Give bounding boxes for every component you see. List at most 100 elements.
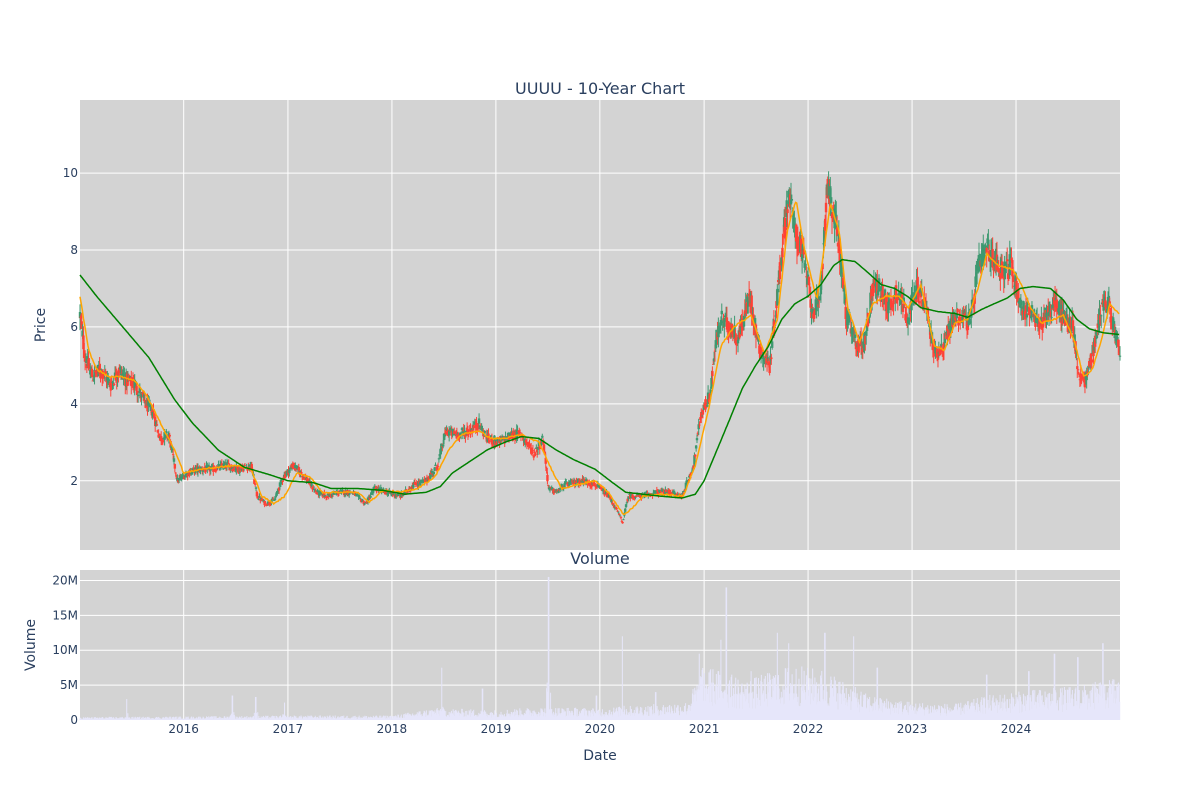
volume-bar xyxy=(521,715,523,720)
volume-bar xyxy=(871,711,873,720)
volume-bar xyxy=(738,687,740,720)
volume-bar xyxy=(972,705,974,720)
volume-bar xyxy=(617,707,619,720)
volume-bar xyxy=(459,712,461,720)
volume-bar xyxy=(214,716,216,720)
volume-bar xyxy=(133,718,135,720)
volume-bar xyxy=(1025,696,1027,720)
candle xyxy=(256,493,259,499)
volume-bar xyxy=(720,639,722,720)
volume-bar xyxy=(80,717,82,720)
volume-bar xyxy=(522,714,524,720)
volume-bar xyxy=(437,713,439,720)
volume-bar xyxy=(700,679,702,720)
volume-bar xyxy=(110,716,112,720)
volume-bar xyxy=(932,709,934,720)
volume-bar xyxy=(452,713,454,720)
volume-bar xyxy=(397,714,399,720)
volume-bar xyxy=(762,694,764,720)
volume-bar xyxy=(177,718,179,720)
volume-bar xyxy=(206,718,208,720)
volume-bar xyxy=(1043,705,1045,720)
volume-bar xyxy=(230,714,232,720)
volume-bar xyxy=(112,718,114,720)
volume-bar xyxy=(385,715,387,720)
volume-bar xyxy=(336,718,338,720)
volume-bar xyxy=(299,717,301,720)
volume-bar xyxy=(611,716,613,720)
volume-bar xyxy=(393,717,395,720)
volume-bar xyxy=(547,691,549,720)
volume-bar xyxy=(201,718,203,720)
volume-bar xyxy=(590,712,592,720)
volume-bar xyxy=(683,705,685,720)
volume-bar xyxy=(403,714,405,720)
candle xyxy=(264,501,267,504)
volume-bar xyxy=(663,707,665,720)
volume-bar xyxy=(494,714,496,720)
volume-bar xyxy=(180,717,182,720)
volume-bar xyxy=(331,718,333,720)
candle xyxy=(171,446,174,453)
volume-bar xyxy=(978,706,980,720)
volume-bar xyxy=(1022,693,1024,720)
volume-bar xyxy=(571,710,573,720)
volume-bar xyxy=(792,699,794,720)
volume-bar xyxy=(136,717,138,720)
volume-bar xyxy=(160,719,162,720)
volume-bar xyxy=(1034,701,1036,720)
volume-bar xyxy=(363,717,365,720)
volume-bar xyxy=(607,716,609,720)
volume-bar xyxy=(669,713,671,720)
volume-bar xyxy=(269,717,271,720)
volume-bar xyxy=(386,718,388,720)
volume-bar xyxy=(839,681,841,720)
volume-bar xyxy=(789,683,791,720)
volume-bar xyxy=(80,718,82,720)
volume-bar xyxy=(215,717,217,720)
candle xyxy=(736,337,740,353)
volume-bar xyxy=(812,668,814,720)
volume-bar xyxy=(357,716,359,720)
volume-bar xyxy=(672,713,674,720)
candle xyxy=(277,486,281,494)
volume-bar xyxy=(1116,698,1118,720)
volume-bar xyxy=(301,718,303,720)
volume-bar xyxy=(983,698,985,720)
volume-bar xyxy=(197,718,199,720)
volume-bar xyxy=(777,675,779,720)
volume-bar xyxy=(759,700,761,720)
volume-bar xyxy=(594,712,596,720)
volume-bar xyxy=(191,718,193,720)
volume-bar xyxy=(588,716,590,720)
volume-bar xyxy=(1063,695,1065,720)
volume-bar xyxy=(597,710,599,720)
volume-bar xyxy=(101,716,103,720)
volume-bar xyxy=(1010,703,1012,720)
volume-bar xyxy=(208,717,210,720)
volume-bar xyxy=(1054,653,1056,720)
volume-bar xyxy=(429,711,431,720)
volume-bar xyxy=(408,713,410,720)
volume-bar xyxy=(670,712,672,720)
volume-bar xyxy=(902,708,904,720)
volume-bar xyxy=(164,717,166,720)
volume-bar xyxy=(768,673,770,720)
volume-bar xyxy=(587,710,589,720)
volume-bar xyxy=(163,718,165,720)
candle xyxy=(473,418,477,426)
volume-bar xyxy=(469,711,471,720)
volume-bar xyxy=(145,717,147,720)
volume-bar xyxy=(1073,706,1075,720)
volume-bar xyxy=(474,714,476,720)
volume-bar xyxy=(560,713,562,720)
candle xyxy=(892,295,895,316)
volume-bar xyxy=(750,671,752,720)
volume-bar xyxy=(989,694,991,720)
candle xyxy=(84,353,88,364)
candle xyxy=(1024,295,1028,317)
volume-bar xyxy=(833,676,835,720)
volume-bar xyxy=(378,718,380,720)
volume-bar xyxy=(1048,692,1050,720)
